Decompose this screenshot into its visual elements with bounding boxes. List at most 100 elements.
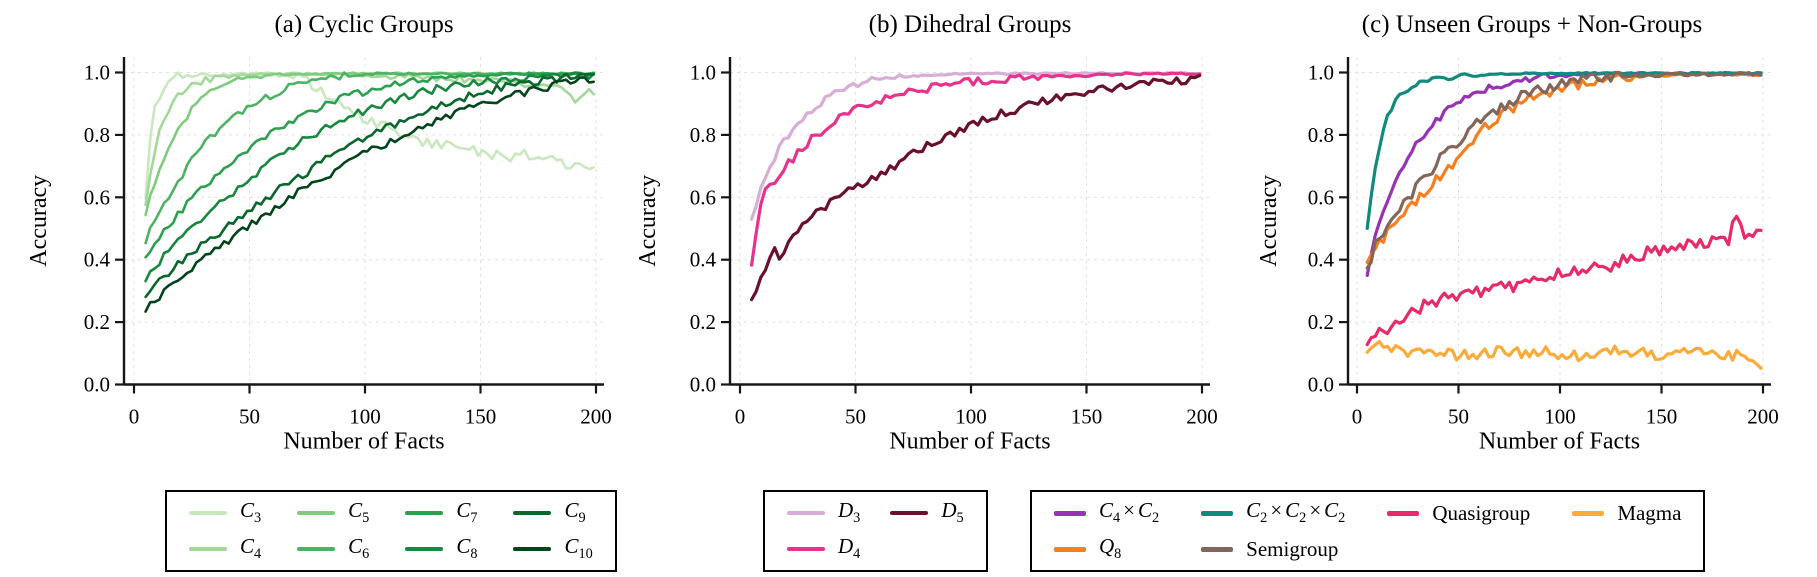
x-tick-label: 200 [1186, 405, 1218, 429]
legend-item-Q_8: Q8 [1054, 535, 1159, 563]
legend-swatch-C_3 [189, 511, 227, 515]
legend-swatch-C_10 [513, 547, 552, 551]
legend-item-C_3: C3 [189, 499, 261, 527]
x-axis-label: Number of Facts [889, 429, 1050, 455]
legend-label-C_7: C7 [456, 498, 478, 527]
charts-row: 0 50 100 150 200 0.0 0.2 0.4 0.6 0.8 1.0 (a) Cyclic… [0, 0, 1817, 462]
legend-column: C9 C10 [513, 499, 593, 563]
times-symbol: × [1123, 498, 1135, 523]
x-tick-label: 50 [1448, 405, 1469, 429]
legend-dihedral-groups: D3 D4 D5 [763, 490, 988, 572]
series-line-C_2×C_2×C_2 [1365, 70, 1763, 230]
x-tick-label: 100 [955, 405, 987, 429]
legend-swatch-C_4 [189, 547, 227, 551]
legend-item-C_6: C6 [297, 535, 369, 563]
legend-swatch-Q_8 [1054, 546, 1086, 552]
legend-column: D3 D4 [787, 499, 860, 563]
series-line-Semigroup [1365, 70, 1763, 270]
series-line-C_9 [144, 72, 596, 299]
legend-swatch-Quasigroup [1387, 510, 1420, 516]
y-tick-label: 1.0 [84, 61, 110, 85]
y-axis-label: Accuracy [26, 175, 52, 267]
x-tick-label: 50 [239, 405, 260, 429]
legend-item-C_7: C7 [405, 499, 477, 527]
panel-cyclic-groups: 0 50 100 150 200 0.0 0.2 0.4 0.6 0.8 1.0 (a) Cyclic… [0, 0, 612, 462]
times-symbol: × [1270, 498, 1283, 523]
series-line-C_10 [144, 76, 596, 313]
x-tick-label: 0 [735, 405, 746, 429]
y-tick-label: 0.6 [1308, 185, 1334, 209]
legend-column: C5 C6 [297, 499, 369, 563]
legend-label-Semigroup: Semigroup [1246, 536, 1339, 561]
legend-label-D_3: D3 [838, 498, 861, 527]
y-tick-label: 0.0 [84, 373, 110, 397]
legend-swatch-C_2×C_2×C_2 [1201, 510, 1234, 516]
legend-label-C_2×C_2×C_2: C2 × C2 × C2 [1246, 498, 1346, 527]
y-tick-label: 0.6 [690, 185, 716, 209]
legend-item-C_9: C9 [513, 499, 592, 527]
y-tick-label: 0.4 [1308, 248, 1335, 272]
x-tick-label: 200 [580, 405, 612, 429]
y-tick-label: 0.0 [690, 373, 716, 397]
legend-swatch-C_9 [513, 511, 552, 515]
x-tick-label: 50 [845, 405, 866, 429]
legend-column: C3 C4 [189, 499, 261, 563]
x-axis-label: Number of Facts [1479, 429, 1640, 455]
legend-label-Q_8: Q8 [1099, 534, 1122, 563]
chart-title: (c) Unseen Groups + Non-Groups [1362, 11, 1702, 38]
legend-unseen-groups: C4 × C2 Q8 C2 × C2 × C2 Semigroup Quasigroup Magma [1030, 490, 1706, 572]
legend-column: Magma [1572, 499, 1681, 563]
legend-swatch-C_5 [297, 511, 336, 515]
y-axis-label: Accuracy [1256, 175, 1282, 267]
series-line-C_7 [144, 71, 596, 259]
legend-label-D_5: D5 [941, 498, 964, 527]
legend-item-C_8: C8 [405, 535, 477, 563]
legend-item-Magma: Magma [1572, 499, 1681, 527]
legend-label-C_5: C5 [348, 498, 370, 527]
chart-unseen-groups: 0 50 100 150 200 0.0 0.2 0.4 0.6 0.8 1.0 (c) Unseen… [1256, 11, 1779, 455]
legend-item-Semigroup: Semigroup [1201, 535, 1345, 563]
y-axis-label: Accuracy [635, 175, 661, 267]
legend-item-D_5: D5 [890, 498, 964, 527]
series-line-Magma [1365, 340, 1763, 370]
y-tick-label: 0.6 [84, 185, 110, 209]
legend-item-C_2×C_2×C_2: C2 × C2 × C2 [1201, 499, 1345, 527]
legend-label-C_4: C4 [240, 534, 262, 563]
x-axis-label: Number of Facts [283, 429, 444, 455]
legend-swatch-D_4 [787, 547, 825, 551]
legend-item-C_4: C4 [189, 535, 261, 563]
legend-label-C_9: C9 [564, 498, 586, 527]
series-line-D_4 [750, 71, 1202, 267]
legend-label-D_4: D4 [838, 534, 861, 563]
chart-title: (a) Cyclic Groups [274, 11, 453, 38]
legend-item-D_3: D3 [787, 499, 860, 527]
legend-item-C_5: C5 [297, 499, 369, 527]
legend-swatch-C_6 [297, 547, 336, 551]
series-line-D_5 [750, 73, 1202, 302]
series-line-C_8 [144, 71, 596, 283]
legend-swatch-Semigroup [1201, 546, 1234, 552]
x-tick-label: 0 [129, 405, 140, 429]
y-tick-label: 0.4 [84, 248, 111, 272]
legend-label-C_10: C10 [564, 534, 593, 563]
y-tick-label: 1.0 [690, 61, 716, 85]
times-symbol: × [1309, 498, 1322, 523]
series-line-Quasigroup [1365, 214, 1763, 347]
series-line-Q_8 [1365, 70, 1763, 264]
x-tick-label: 0 [1352, 405, 1363, 429]
y-tick-label: 0.2 [690, 310, 716, 334]
x-tick-label: 100 [349, 405, 381, 429]
chart-dihedral-groups: 0 50 100 150 200 0.0 0.2 0.4 0.6 0.8 1.0 (b) Dihedr… [635, 11, 1218, 455]
legend-cyclic-groups: C3 C4 C5 C6 C7 C8 C9 C10 [165, 490, 617, 572]
legend-column: C4 × C2 Q8 [1054, 499, 1159, 563]
legend-label-C_8: C8 [456, 534, 478, 563]
legend-item-C_4×C_2: C4 × C2 [1054, 499, 1159, 527]
legend-column: C7 C8 [405, 499, 477, 563]
chart-title: (b) Dihedral Groups [869, 11, 1072, 38]
y-tick-label: 0.8 [1308, 123, 1334, 147]
legend-swatch-D_5 [890, 511, 929, 515]
x-tick-label: 100 [1544, 405, 1576, 429]
panel-unseen-groups: 0 50 100 150 200 0.0 0.2 0.4 0.6 0.8 1.0 (c) Unseen… [1212, 0, 1817, 462]
x-tick-label: 150 [1071, 405, 1103, 429]
